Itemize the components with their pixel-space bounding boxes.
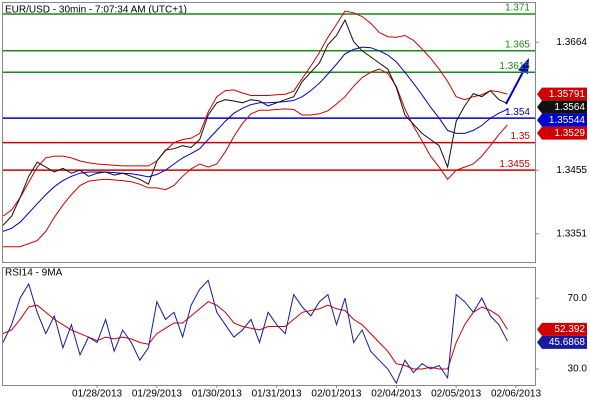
level-label: 1.35 — [511, 131, 531, 142]
series-line — [2, 46, 508, 232]
series-line — [2, 301, 508, 370]
chart-title: EUR/USD - 30min - 7:07:34 AM (UTC+1) — [5, 5, 187, 16]
last-value-box: 1.35791 — [537, 87, 587, 101]
y-tick-label: 1.3455 — [556, 165, 587, 176]
last-value-box: 1.3529 — [537, 126, 587, 140]
last-value-box: 45.6868 — [537, 335, 587, 349]
x-tick-label: 01/31/2013 — [252, 389, 302, 400]
last-value-label: 1.35791 — [549, 89, 586, 100]
last-value-box: 1.3564 — [537, 100, 587, 114]
last-value-bg — [537, 126, 587, 140]
x-tick-label: 02/05/2013 — [431, 389, 481, 400]
level-label: 1.3615 — [499, 61, 530, 72]
last-value-label: 45.6868 — [549, 337, 586, 348]
trend-arrow — [505, 58, 529, 105]
last-value-label: 1.3529 — [554, 128, 585, 139]
level-label: 1.3455 — [499, 159, 530, 170]
x-tick-label: 01/28/2013 — [72, 389, 122, 400]
last-value-label: 1.3564 — [554, 102, 585, 113]
arrow-head — [518, 58, 529, 74]
level-label: 1.365 — [505, 39, 530, 50]
last-value-bg — [537, 100, 587, 114]
rsi-frame — [2, 267, 536, 386]
last-value-label: 1.35544 — [549, 115, 586, 126]
last-value-box: 1.35544 — [537, 113, 587, 127]
last-value-bg — [537, 322, 587, 336]
last-value-box: 52.392 — [537, 322, 587, 336]
price-frame — [2, 2, 536, 263]
level-label: 1.371 — [505, 3, 530, 14]
x-tick-label: 01/29/2013 — [132, 389, 182, 400]
y-tick-label: 1.3351 — [556, 228, 587, 239]
last-value-bg — [537, 335, 587, 349]
y-tick-label: 1.3664 — [556, 37, 587, 48]
x-tick-label: 01/30/2013 — [192, 389, 242, 400]
series-line — [2, 279, 508, 385]
level-label: 1.354 — [505, 107, 530, 118]
x-tick-label: 02/06/2013 — [491, 389, 541, 400]
last-value-bg — [537, 87, 587, 101]
y-tick-label: 70.0 — [568, 293, 588, 304]
x-tick-label: 02/01/2013 — [311, 389, 361, 400]
series-line — [2, 18, 508, 226]
series-line — [2, 10, 508, 217]
arrow-shaft — [505, 69, 525, 105]
last-value-bg — [537, 113, 587, 127]
x-tick-label: 02/04/2013 — [371, 389, 421, 400]
last-value-label: 52.392 — [554, 324, 585, 335]
chart-title: RSI14 - 9MA — [5, 268, 63, 279]
series-line — [3, 68, 508, 248]
y-tick-label: 30.0 — [568, 364, 588, 375]
